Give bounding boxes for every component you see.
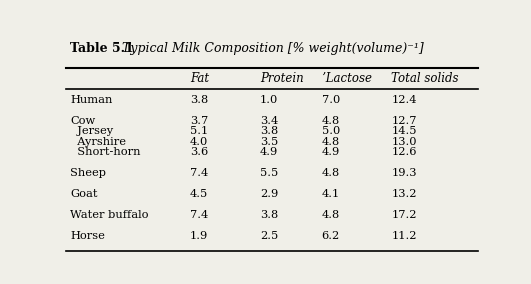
Text: 2.5: 2.5 <box>260 231 278 241</box>
Text: 11.2: 11.2 <box>391 231 417 241</box>
Text: 5.0: 5.0 <box>322 126 340 136</box>
Text: 4.8: 4.8 <box>322 137 340 147</box>
Text: Horse: Horse <box>71 231 105 241</box>
Text: 4.8: 4.8 <box>322 168 340 178</box>
Text: Cow: Cow <box>71 116 96 126</box>
Text: Human: Human <box>71 95 113 105</box>
Text: Jersey: Jersey <box>71 126 114 136</box>
Text: 12.7: 12.7 <box>391 116 417 126</box>
Text: Short-horn: Short-horn <box>71 147 141 157</box>
Text: Sheep: Sheep <box>71 168 107 178</box>
Text: 3.5: 3.5 <box>260 137 278 147</box>
Text: 4.1: 4.1 <box>322 189 340 199</box>
Text: 12.6: 12.6 <box>391 147 417 157</box>
Text: Table 5.1: Table 5.1 <box>71 42 134 55</box>
Text: 4.5: 4.5 <box>190 189 208 199</box>
Text: Water buffalo: Water buffalo <box>71 210 149 220</box>
Text: 4.0: 4.0 <box>190 137 208 147</box>
Text: 1.0: 1.0 <box>260 95 278 105</box>
Text: 14.5: 14.5 <box>391 126 417 136</box>
Text: 2.9: 2.9 <box>260 189 278 199</box>
Text: 3.7: 3.7 <box>190 116 208 126</box>
Text: 1.9: 1.9 <box>190 231 208 241</box>
Text: Ayrshire: Ayrshire <box>71 137 126 147</box>
Text: 4.8: 4.8 <box>322 116 340 126</box>
Text: 13.0: 13.0 <box>391 137 417 147</box>
Text: 4.9: 4.9 <box>260 147 278 157</box>
Text: 3.8: 3.8 <box>190 95 208 105</box>
Text: 3.6: 3.6 <box>190 147 208 157</box>
Text: Protein: Protein <box>260 72 304 85</box>
Text: 19.3: 19.3 <box>391 168 417 178</box>
Text: 7.4: 7.4 <box>190 168 208 178</box>
Text: 12.4: 12.4 <box>391 95 417 105</box>
Text: 13.2: 13.2 <box>391 189 417 199</box>
Text: 5.1: 5.1 <box>190 126 208 136</box>
Text: 4.8: 4.8 <box>322 210 340 220</box>
Text: Goat: Goat <box>71 189 98 199</box>
Text: 7.0: 7.0 <box>322 95 340 105</box>
Text: Total solids: Total solids <box>391 72 459 85</box>
Text: ʼLactose: ʼLactose <box>322 72 372 85</box>
Text: 3.8: 3.8 <box>260 210 278 220</box>
Text: Fat: Fat <box>190 72 209 85</box>
Text: 3.4: 3.4 <box>260 116 278 126</box>
Text: 3.8: 3.8 <box>260 126 278 136</box>
Text: 5.5: 5.5 <box>260 168 278 178</box>
Text: 7.4: 7.4 <box>190 210 208 220</box>
Text: 4.9: 4.9 <box>322 147 340 157</box>
Text: 17.2: 17.2 <box>391 210 417 220</box>
Text: 6.2: 6.2 <box>322 231 340 241</box>
Text: Typical Milk Composition [% weight(volume)⁻¹]: Typical Milk Composition [% weight(volum… <box>114 42 423 55</box>
